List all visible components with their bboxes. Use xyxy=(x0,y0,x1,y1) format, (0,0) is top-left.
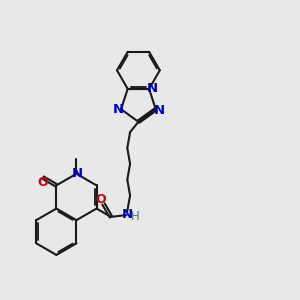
Text: N: N xyxy=(146,82,158,95)
Text: H: H xyxy=(131,210,140,224)
Text: O: O xyxy=(96,193,106,206)
Text: O: O xyxy=(38,176,48,189)
Text: N: N xyxy=(72,167,83,180)
Text: N: N xyxy=(112,103,124,116)
Text: N: N xyxy=(154,104,165,117)
Text: N: N xyxy=(122,208,133,221)
